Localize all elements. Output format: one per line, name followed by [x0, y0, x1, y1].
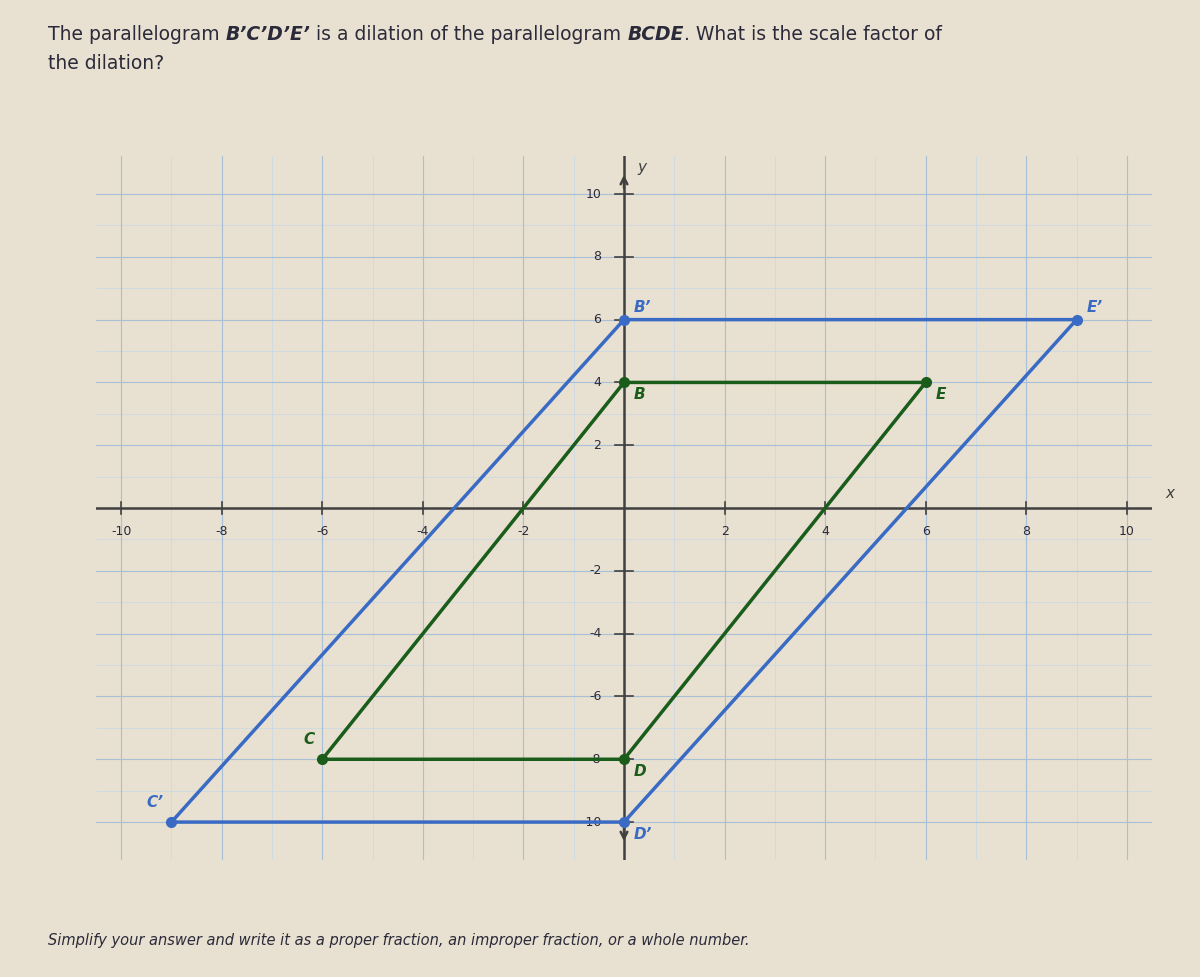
Text: E: E: [936, 387, 946, 403]
Text: 6: 6: [594, 313, 601, 326]
Text: -4: -4: [416, 526, 430, 538]
Text: y: y: [637, 160, 646, 175]
Text: -10: -10: [110, 526, 131, 538]
Text: 2: 2: [594, 439, 601, 451]
Text: B: B: [634, 387, 646, 403]
Text: -10: -10: [581, 816, 601, 828]
Text: B’: B’: [634, 300, 652, 315]
Text: 4: 4: [821, 526, 829, 538]
Text: 2: 2: [721, 526, 728, 538]
Text: B’C’D’E’: B’C’D’E’: [226, 25, 311, 44]
Text: 10: 10: [1118, 526, 1135, 538]
Text: BCDE: BCDE: [628, 25, 684, 44]
Text: 10: 10: [586, 188, 601, 200]
Text: C’: C’: [146, 794, 164, 810]
Text: D: D: [634, 764, 647, 779]
Text: 4: 4: [594, 376, 601, 389]
Text: 8: 8: [1022, 526, 1031, 538]
Text: x: x: [1165, 487, 1174, 501]
Text: . What is the scale factor of: . What is the scale factor of: [684, 25, 942, 44]
Text: -4: -4: [589, 627, 601, 640]
Text: -8: -8: [216, 526, 228, 538]
Text: The parallelogram: The parallelogram: [48, 25, 226, 44]
Text: C: C: [304, 732, 314, 746]
Text: Simplify your answer and write it as a proper fraction, an improper fraction, or: Simplify your answer and write it as a p…: [48, 933, 750, 948]
Text: -2: -2: [589, 565, 601, 577]
Text: the dilation?: the dilation?: [48, 55, 164, 73]
Text: E’: E’: [1087, 300, 1103, 315]
Text: D’: D’: [634, 827, 653, 842]
Text: 8: 8: [593, 250, 601, 264]
Text: is a dilation of the parallelogram: is a dilation of the parallelogram: [311, 25, 628, 44]
Text: -2: -2: [517, 526, 529, 538]
Text: 6: 6: [922, 526, 930, 538]
Text: -6: -6: [316, 526, 329, 538]
Text: -8: -8: [589, 752, 601, 766]
Text: -6: -6: [589, 690, 601, 703]
